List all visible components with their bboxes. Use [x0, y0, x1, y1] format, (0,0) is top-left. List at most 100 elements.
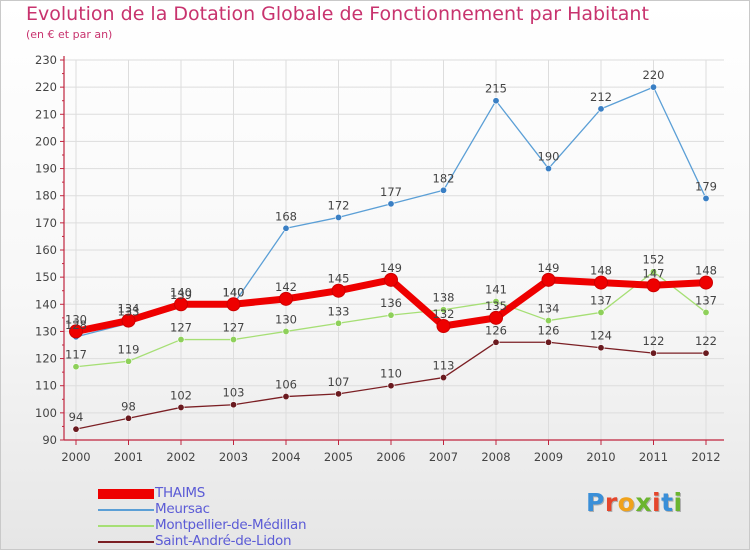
x-tick-label: 2005	[324, 450, 353, 464]
logo-letter: P	[586, 488, 605, 517]
legend-label: Meursac	[155, 501, 210, 517]
x-tick-label: 2004	[271, 450, 300, 464]
y-tick-label: 180	[35, 189, 57, 203]
series-point-1	[649, 83, 657, 91]
data-label: 148	[590, 264, 612, 278]
series-point-2	[72, 363, 80, 371]
chart-legend: THAIMS Meursac Montpellier-de-Médillan Sain…	[98, 485, 358, 550]
x-tick-label: 2009	[534, 450, 563, 464]
data-label: 134	[538, 302, 560, 316]
data-label: 102	[170, 388, 192, 402]
series-point-1	[544, 165, 552, 173]
series-point-0	[646, 278, 661, 293]
y-tick-label: 190	[35, 162, 57, 176]
data-label: 140	[223, 285, 245, 299]
data-label: 212	[590, 90, 612, 104]
data-label: 134	[118, 302, 140, 316]
series-point-2	[387, 311, 395, 319]
data-label: 149	[538, 261, 560, 275]
data-label: 133	[328, 304, 350, 318]
data-label: 179	[695, 179, 717, 193]
data-label: 172	[328, 198, 350, 212]
x-tick-label: 2002	[166, 450, 195, 464]
data-label: 126	[538, 323, 560, 337]
series-point-3	[439, 374, 447, 382]
data-label: 127	[223, 321, 245, 335]
series-point-3	[492, 338, 500, 346]
series-point-0	[594, 275, 608, 290]
y-tick-label: 210	[35, 107, 57, 121]
logo-letter: i	[673, 488, 683, 517]
data-label: 139	[170, 288, 192, 302]
data-label: 128	[65, 318, 87, 332]
y-tick-label: 110	[35, 379, 57, 393]
data-label: 98	[121, 399, 136, 413]
series-point-2	[282, 327, 290, 335]
logo-letter: r	[604, 488, 618, 517]
data-label: 117	[65, 348, 87, 362]
series-point-2	[439, 306, 447, 314]
y-tick-label: 100	[35, 406, 57, 420]
x-tick-label: 2000	[61, 450, 90, 464]
y-tick-label: 150	[35, 270, 57, 284]
data-label: 140	[223, 285, 245, 299]
series-point-1	[334, 213, 342, 221]
data-label: 190	[538, 150, 560, 164]
data-label: 182	[433, 171, 455, 185]
series-point-0	[541, 272, 556, 287]
series-point-0	[699, 275, 713, 290]
series-point-1	[492, 97, 500, 105]
chart-subtitle: (en € et par an)	[26, 28, 113, 41]
series-point-2	[125, 357, 133, 365]
series-point-1	[282, 224, 290, 232]
data-label: 124	[590, 329, 612, 343]
series-point-3	[597, 344, 605, 352]
data-label: 149	[380, 261, 402, 275]
legend-item: Meursac	[98, 501, 358, 518]
data-label: 127	[170, 321, 192, 335]
data-label: 152	[643, 253, 665, 267]
series-point-0	[279, 291, 293, 306]
series-point-3	[177, 403, 185, 411]
data-label: 122	[643, 334, 665, 348]
series-point-2	[492, 298, 500, 306]
x-tick-label: 2003	[219, 450, 248, 464]
data-label: 147	[643, 266, 665, 280]
legend-swatch	[98, 541, 154, 543]
x-tick-label: 2012	[691, 450, 720, 464]
data-label: 107	[328, 375, 350, 389]
legend-label: Saint-André-de-Lidon	[155, 533, 292, 549]
x-tick-label: 2007	[429, 450, 458, 464]
logo-letter: i	[652, 488, 662, 517]
series-point-2	[230, 336, 238, 344]
data-label: 110	[380, 367, 402, 381]
series-point-0	[384, 272, 398, 287]
series-point-0	[489, 310, 503, 325]
series-point-3	[702, 349, 710, 357]
series-point-1	[439, 186, 447, 194]
data-label: 168	[275, 209, 297, 223]
data-label: 106	[275, 378, 297, 392]
data-label: 138	[433, 291, 455, 305]
logo-letter: t	[661, 488, 674, 517]
data-label: 133	[118, 304, 140, 318]
legend-item: Saint-André-de-Lidon	[98, 533, 358, 550]
data-label: 113	[433, 359, 455, 373]
series-point-0	[331, 283, 346, 298]
data-label: 215	[485, 82, 507, 96]
x-tick-label: 2001	[114, 450, 143, 464]
y-tick-label: 120	[35, 352, 57, 366]
data-label: 177	[380, 185, 402, 199]
data-label: 137	[590, 293, 612, 307]
y-tick-label: 130	[35, 324, 57, 338]
x-tick-label: 2006	[376, 450, 405, 464]
series-point-3	[230, 401, 238, 409]
series-point-3	[544, 338, 552, 346]
y-tick-label: 160	[35, 243, 57, 257]
y-tick-label: 140	[35, 297, 57, 311]
logo-letter: x	[635, 488, 652, 517]
series-point-0	[174, 297, 188, 312]
data-label: 103	[223, 386, 245, 400]
series-point-2	[544, 317, 552, 325]
data-label: 148	[695, 264, 717, 278]
